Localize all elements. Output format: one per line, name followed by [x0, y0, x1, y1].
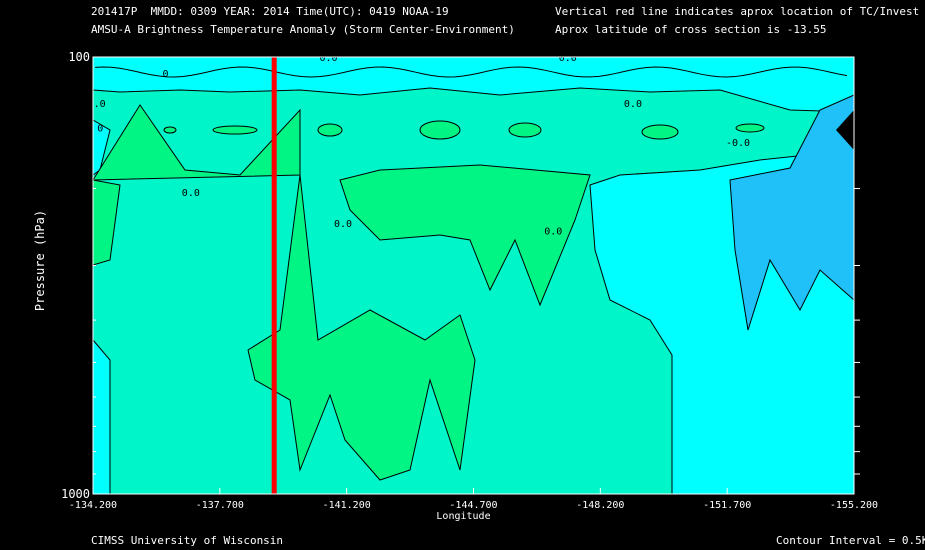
header-line1-left: 201417P MMDD: 0309 YEAR: 2014 Time(UTC):…	[91, 5, 449, 18]
x-tick-label: -148.200	[576, 500, 624, 511]
x-axis-label: Longitude	[436, 511, 490, 522]
lens-contour	[641, 124, 679, 140]
contour-label: 0	[97, 123, 103, 134]
blob-lower	[247, 174, 476, 481]
footer-left: CIMSS University of Wisconsin	[91, 534, 284, 547]
band-right-strong-negative	[729, 94, 855, 331]
header-line1-right: Vertical red line indicates aprox locati…	[555, 5, 920, 18]
x-tick-label: -134.200	[69, 500, 117, 511]
contour-label: 0.0	[334, 219, 352, 230]
contour-line	[94, 66, 848, 78]
blob-mid-upper	[339, 164, 591, 307]
header-line2-right: Aprox latitude of cross section is -13.5…	[555, 23, 827, 36]
lens-contour	[163, 126, 177, 134]
x-tick-label: -137.700	[196, 500, 244, 511]
x-tick-label: -151.700	[703, 500, 751, 511]
contour-label: -0.0	[726, 138, 750, 149]
contour-label: 0.0	[559, 53, 577, 64]
x-tick-label: -144.700	[449, 500, 497, 511]
contour-label: 0.0	[544, 227, 562, 238]
right-edge-notch	[836, 110, 854, 150]
contour-label: 0.0	[182, 188, 200, 199]
x-tick-label: -155.200	[830, 500, 878, 511]
contour-label: 0.0	[88, 99, 106, 110]
footer-right: Contour Interval = 0.5K	[776, 534, 925, 547]
y-tick-label: 1000	[61, 487, 90, 501]
x-tick-label: -141.200	[323, 500, 371, 511]
lens-contour	[419, 120, 461, 140]
lens-contour	[735, 123, 765, 133]
plot-area	[92, 56, 855, 495]
band-left-negative	[92, 338, 111, 495]
contour-label: 0.0	[320, 53, 338, 64]
axes: -134.200 -137.700 -141.200 -144.700 -148.200…	[33, 50, 878, 522]
y-axis-label: Pressure (hPa)	[33, 210, 47, 311]
header-line2-left: AMSU-A Brightness Temperature Anomaly (S…	[91, 23, 515, 36]
lens-contour	[317, 123, 343, 137]
contour-label: 0.0	[624, 99, 642, 110]
contour-labels: 0 0.0 0.0 0.0 0 0.0 0.0 0.0 0.0 -0.0	[88, 53, 750, 238]
contour-label: 0	[162, 69, 168, 80]
lens-contour	[508, 122, 542, 138]
lens-contour	[212, 125, 258, 135]
y-tick-label: 100	[68, 50, 90, 64]
